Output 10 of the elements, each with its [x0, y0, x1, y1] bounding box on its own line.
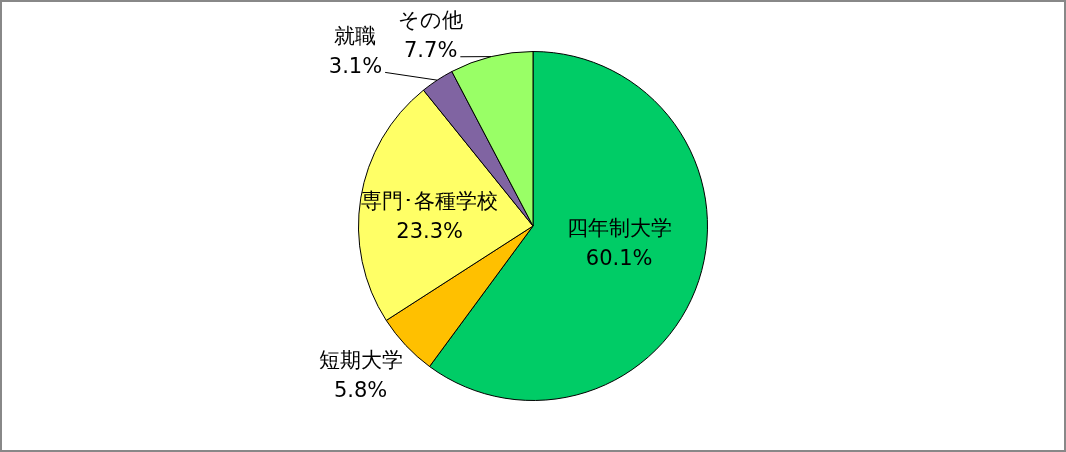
slice-label: 専門･各種学校 — [361, 188, 499, 213]
data-label: 3.1% — [328, 53, 383, 78]
slice-label: その他 — [398, 8, 464, 33]
data-label: 7.7% — [403, 38, 458, 63]
data-label: 5.8% — [333, 377, 388, 402]
slice-label: 四年制大学 — [566, 215, 672, 240]
data-label: 60.1% — [585, 245, 653, 270]
slice-label: 短期大学 — [318, 347, 403, 372]
slice-label: 就職 — [334, 23, 377, 48]
data-label: 23.3% — [396, 218, 463, 243]
